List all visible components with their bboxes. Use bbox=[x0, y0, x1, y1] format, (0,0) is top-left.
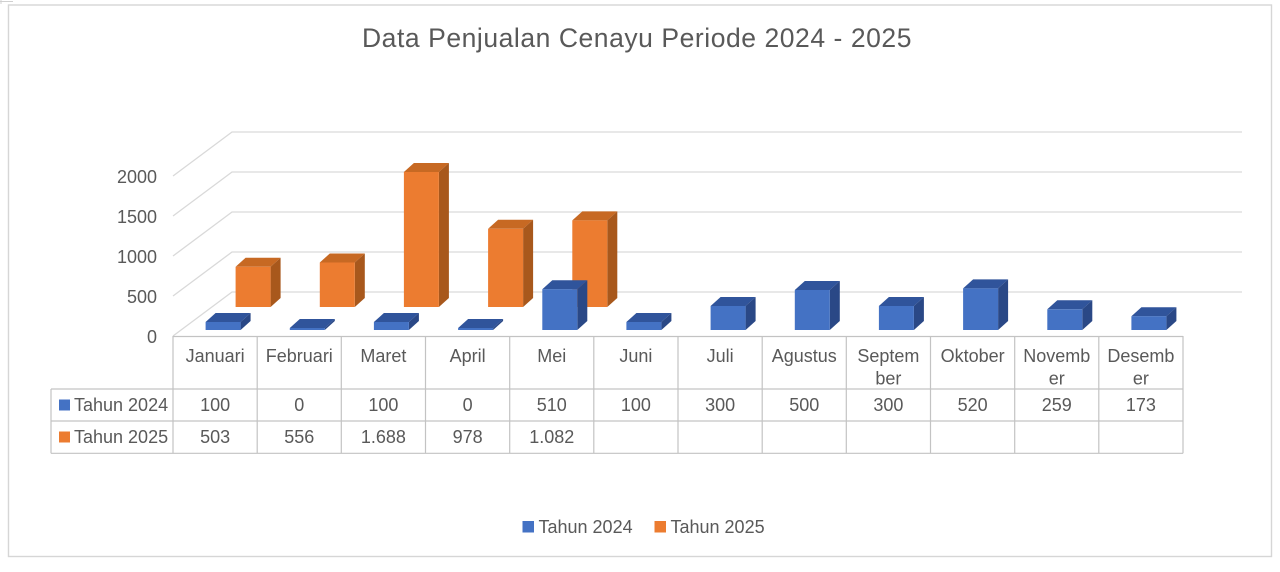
svg-text:Maret: Maret bbox=[360, 346, 406, 366]
svg-text:2000: 2000 bbox=[117, 167, 157, 187]
svg-text:510: 510 bbox=[537, 395, 567, 415]
svg-text:April: April bbox=[450, 346, 486, 366]
svg-text:Septem: Septem bbox=[857, 346, 919, 366]
svg-text:Tahun 2025: Tahun 2025 bbox=[671, 517, 765, 537]
svg-text:Juli: Juli bbox=[707, 346, 734, 366]
svg-text:1.688: 1.688 bbox=[361, 427, 406, 447]
svg-text:978: 978 bbox=[453, 427, 483, 447]
svg-text:520: 520 bbox=[958, 395, 988, 415]
svg-text:1.082: 1.082 bbox=[529, 427, 574, 447]
svg-text:Novemb: Novemb bbox=[1023, 346, 1090, 366]
svg-text:500: 500 bbox=[127, 287, 157, 307]
svg-text:Tahun 2025: Tahun 2025 bbox=[74, 427, 168, 447]
svg-text:Agustus: Agustus bbox=[772, 346, 837, 366]
svg-text:0: 0 bbox=[463, 395, 473, 415]
svg-text:Oktober: Oktober bbox=[941, 346, 1005, 366]
svg-text:1500: 1500 bbox=[117, 207, 157, 227]
svg-text:100: 100 bbox=[621, 395, 651, 415]
svg-text:er: er bbox=[1133, 369, 1149, 389]
svg-text:300: 300 bbox=[705, 395, 735, 415]
svg-text:0: 0 bbox=[147, 327, 157, 347]
svg-text:Desemb: Desemb bbox=[1107, 346, 1174, 366]
svg-text:500: 500 bbox=[789, 395, 819, 415]
svg-text:100: 100 bbox=[200, 395, 230, 415]
svg-text:Mei: Mei bbox=[537, 346, 566, 366]
svg-text:Februari: Februari bbox=[266, 346, 333, 366]
svg-text:Tahun 2024: Tahun 2024 bbox=[539, 517, 633, 537]
svg-text:er: er bbox=[1049, 369, 1065, 389]
svg-text:ber: ber bbox=[875, 369, 901, 389]
svg-text:Data Penjualan Cenayu Periode: Data Penjualan Cenayu Periode 2024 - 202… bbox=[362, 23, 912, 53]
svg-text:173: 173 bbox=[1126, 395, 1156, 415]
svg-text:Januari: Januari bbox=[186, 346, 245, 366]
svg-text:Tahun 2024: Tahun 2024 bbox=[74, 395, 168, 415]
svg-text:259: 259 bbox=[1042, 395, 1072, 415]
svg-text:100: 100 bbox=[368, 395, 398, 415]
svg-text:1000: 1000 bbox=[117, 247, 157, 267]
svg-text:Juni: Juni bbox=[619, 346, 652, 366]
svg-text:300: 300 bbox=[873, 395, 903, 415]
svg-text:556: 556 bbox=[284, 427, 314, 447]
svg-text:0: 0 bbox=[294, 395, 304, 415]
svg-text:503: 503 bbox=[200, 427, 230, 447]
